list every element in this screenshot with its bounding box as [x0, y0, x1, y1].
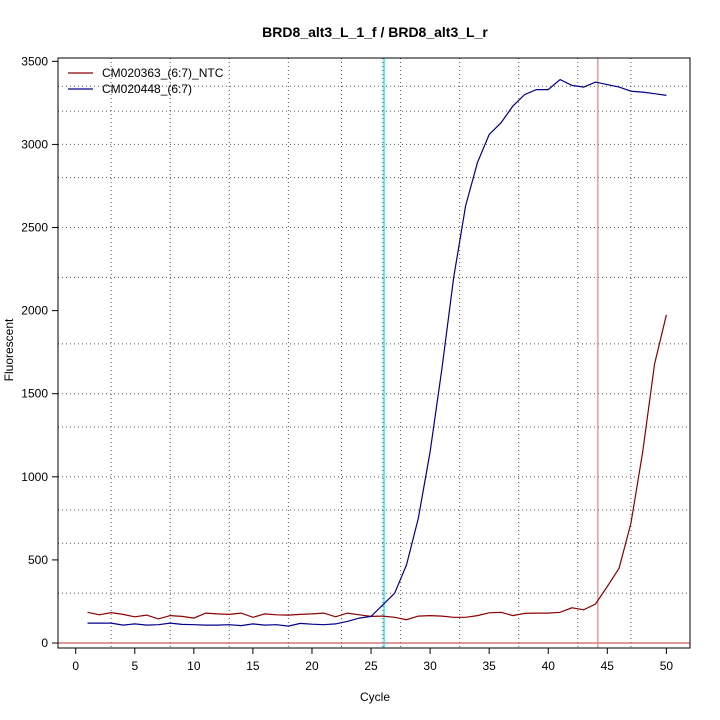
y-tick-label: 0 [41, 636, 48, 650]
x-tick-label: 20 [305, 659, 319, 673]
legend-label: CM020448_(6:7) [102, 82, 192, 96]
x-tick-label: 50 [660, 659, 674, 673]
x-tick-label: 40 [542, 659, 556, 673]
x-axis: 0 5 10 15 20 25 30 35 40 45 50 [72, 648, 673, 673]
series-line-1 [87, 314, 667, 621]
x-axis-label: Cycle [360, 690, 390, 704]
x-tick-label: 35 [482, 659, 496, 673]
x-tick-label: 15 [246, 659, 260, 673]
x-tick-label: 5 [131, 659, 138, 673]
x-tick-label: 10 [187, 659, 201, 673]
y-tick-label: 1500 [21, 387, 48, 401]
y-tick-label: 2000 [21, 304, 48, 318]
series-lines [87, 78, 667, 627]
x-tick-label: 30 [423, 659, 437, 673]
legend-label: CM020363_(6:7)_NTC [102, 66, 224, 80]
reference-lines [58, 58, 690, 648]
x-tick-label: 25 [364, 659, 378, 673]
y-axis: 0 500 1000 1500 2000 2500 3000 3500 [21, 54, 58, 650]
y-tick-label: 2500 [21, 221, 48, 235]
y-axis-label: Fluorescent [2, 318, 16, 381]
chart-title: BRD8_alt3_L_1_f / BRD8_alt3_L_r [262, 24, 488, 40]
legend: CM020363_(6:7)_NTC CM020448_(6:7) [68, 66, 224, 96]
y-tick-label: 3500 [21, 54, 48, 68]
y-tick-label: 3000 [21, 137, 48, 151]
y-tick-label: 500 [28, 553, 48, 567]
x-tick-label: 0 [72, 659, 79, 673]
y-tick-label: 1000 [21, 470, 48, 484]
grid-lines [58, 58, 690, 648]
series-line-2 [87, 78, 667, 627]
plot-box [57, 57, 691, 649]
x-tick-label: 45 [601, 659, 615, 673]
